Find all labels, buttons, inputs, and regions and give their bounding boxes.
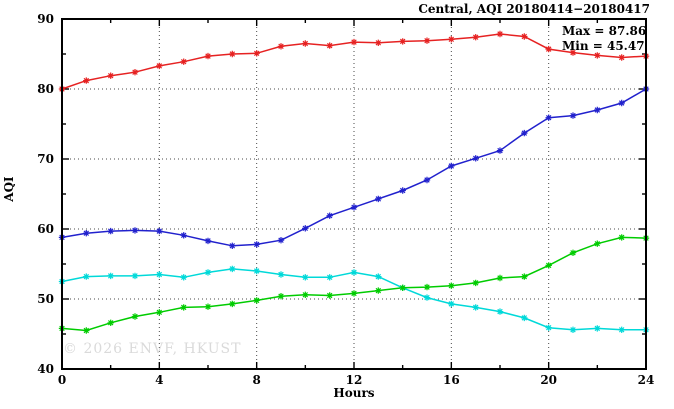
series-markers-red: [58, 30, 650, 93]
x-tick-label: 8: [252, 373, 260, 387]
max-annotation: Max = 87.86: [562, 24, 647, 38]
watermark: © 2026 ENVF, HKUST: [63, 341, 242, 357]
x-axis-label: Hours: [333, 386, 375, 400]
y-tick-label: 70: [37, 152, 54, 166]
x-tick-label: 4: [155, 373, 163, 387]
y-axis-label: AQI: [2, 176, 16, 202]
x-tick-label: 16: [443, 373, 460, 387]
y-tick-label: 80: [37, 82, 54, 96]
y-tick-label: 50: [37, 292, 54, 306]
y-tick-label: 60: [37, 222, 54, 236]
x-tick-label: 12: [346, 373, 363, 387]
stats-annotation: Max = 87.86 Min = 45.47: [562, 24, 646, 54]
chart-title: Central, AQI 20180414−20180417: [418, 2, 650, 16]
y-tick-label: 40: [37, 362, 54, 376]
y-tick-label: 90: [37, 12, 54, 26]
min-annotation: Min = 45.47: [562, 39, 645, 53]
plot-border: [61, 18, 647, 370]
x-tick-label: 20: [540, 373, 557, 387]
x-tick-label: 0: [58, 373, 66, 387]
x-tick-label: 24: [638, 373, 655, 387]
